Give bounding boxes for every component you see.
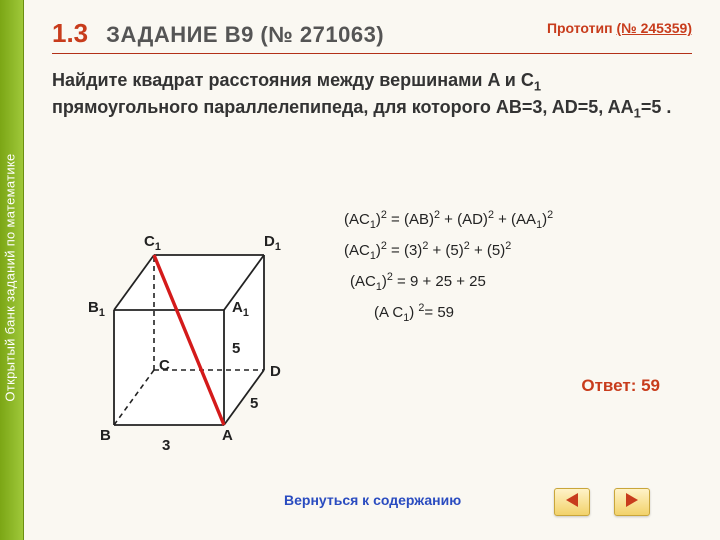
section-number: 1.3 [52,18,88,49]
dim-AA1: 5 [232,340,240,357]
label-B1: B1 [88,299,105,319]
label-B: B [100,427,111,444]
solution-steps: (AC1)2 = (AB)2 + (AD)2 + (AA1)2 (AC1)2 =… [344,205,553,329]
nav-prev-button[interactable] [554,488,590,516]
slide-content: 1.3 ЗАДАНИЕ В9 (№ 271063) Прототип (№ 24… [24,0,720,540]
step-1: (AC1)2 = (AB)2 + (AD)2 + (AA1)2 [344,205,553,236]
chevron-right-icon [624,493,640,512]
step-2: (AC1)2 = (3)2 + (5)2 + (5)2 [344,236,553,267]
dim-AD: 5 [250,395,258,412]
side-tab: Открытый банк заданий по математике [0,0,24,540]
step-4: (A C1) 2= 59 [344,298,553,329]
side-tab-text: Открытый банк заданий по математике [3,138,18,418]
chevron-left-icon [564,493,580,512]
dim-AB: 3 [162,437,170,454]
task-title: ЗАДАНИЕ В9 (№ 271063) [106,22,384,48]
label-C: C [159,357,170,374]
answer-label: Ответ: [581,376,641,395]
label-A1: A1 [232,299,249,319]
label-A: A [222,427,233,444]
back-to-contents-link[interactable]: Вернуться к содержанию [284,492,461,508]
problem-text: Найдите квадрат расстояния между вершина… [52,68,692,122]
label-D: D [270,363,281,380]
header-row: 1.3 ЗАДАНИЕ В9 (№ 271063) Прототип (№ 24… [52,18,692,54]
prototype-prefix: Прототип [547,20,617,36]
cuboid-diagram: A B C D A1 B1 C1 D1 3 5 5 [84,215,314,465]
answer-value: 59 [641,376,660,395]
answer: Ответ: 59 [581,376,660,396]
prototype-link[interactable]: Прототип (№ 245359) [547,20,692,38]
prototype-number: (№ 245359) [616,20,692,36]
step-3: (AC1)2 = 9 + 25 + 25 [344,267,553,298]
label-D1: D1 [264,233,281,253]
label-C1: C1 [144,233,161,253]
nav-next-button[interactable] [614,488,650,516]
